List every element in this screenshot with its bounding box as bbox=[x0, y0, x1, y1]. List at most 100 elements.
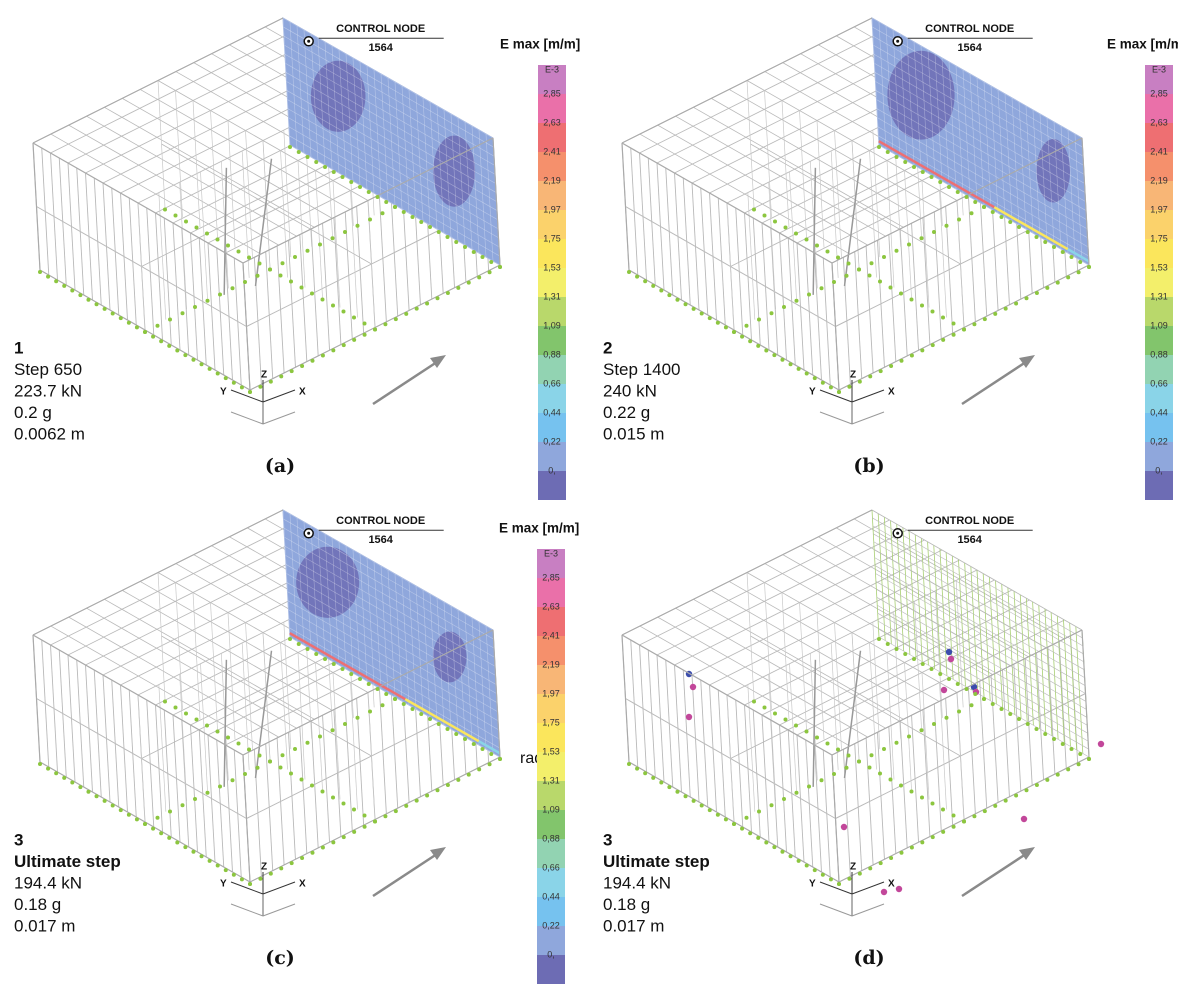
support bbox=[208, 367, 212, 371]
panel: CONTROL NODE1564ZYX3Ultimate step194.4 k… bbox=[603, 510, 1104, 969]
wire bbox=[905, 663, 912, 790]
support bbox=[982, 205, 986, 209]
support bbox=[151, 335, 155, 339]
support bbox=[983, 317, 987, 321]
support bbox=[910, 298, 914, 302]
support bbox=[858, 872, 862, 876]
legend-tick-label: 2,41 bbox=[543, 146, 561, 156]
legend-tick-label: 1,97 bbox=[542, 688, 560, 698]
support bbox=[938, 672, 942, 676]
info-line: 0.18 g bbox=[603, 895, 650, 914]
info-line: 3 bbox=[603, 830, 612, 849]
support bbox=[181, 311, 185, 315]
wire bbox=[905, 171, 912, 298]
panel: CONTROL NODE1564ZYX1Step 650223.7 kN0.2 … bbox=[14, 18, 580, 500]
info-line: Step 1400 bbox=[603, 360, 681, 379]
wire bbox=[33, 635, 243, 755]
support bbox=[1004, 307, 1008, 311]
support bbox=[1000, 215, 1004, 219]
load-arrow bbox=[373, 852, 440, 896]
support bbox=[86, 790, 90, 794]
support bbox=[184, 712, 188, 716]
support bbox=[1078, 260, 1082, 264]
info-line: 1 bbox=[14, 338, 23, 357]
support bbox=[368, 710, 372, 714]
wire bbox=[800, 603, 807, 730]
info-line: 3 bbox=[14, 830, 23, 849]
support bbox=[868, 274, 872, 278]
legend-tick-label: 0,88 bbox=[543, 349, 561, 359]
support bbox=[907, 735, 911, 739]
support bbox=[1052, 737, 1056, 741]
support bbox=[306, 741, 310, 745]
legend-tick-label: 1,75 bbox=[542, 717, 560, 727]
axis-label: Z bbox=[850, 370, 856, 381]
support bbox=[889, 364, 893, 368]
support bbox=[930, 175, 934, 179]
support bbox=[886, 642, 890, 646]
support bbox=[300, 856, 304, 860]
support bbox=[920, 304, 924, 308]
support bbox=[143, 330, 147, 334]
support bbox=[352, 808, 356, 812]
load-arrow bbox=[373, 360, 440, 404]
support bbox=[920, 728, 924, 732]
wire bbox=[800, 111, 807, 238]
support bbox=[481, 255, 485, 259]
support bbox=[667, 785, 671, 789]
support bbox=[183, 845, 187, 849]
support bbox=[857, 268, 861, 272]
legend-tick-label: 1,97 bbox=[543, 204, 561, 214]
support bbox=[782, 305, 786, 309]
support bbox=[290, 369, 294, 373]
support bbox=[70, 780, 74, 784]
support bbox=[931, 310, 935, 314]
support bbox=[306, 249, 310, 253]
wire bbox=[193, 593, 200, 720]
support bbox=[290, 861, 294, 865]
legend-tick-label: 1,31 bbox=[543, 291, 561, 301]
support bbox=[700, 312, 704, 316]
support bbox=[732, 822, 736, 826]
support bbox=[868, 866, 872, 870]
support bbox=[216, 238, 220, 242]
control-node-id: 1564 bbox=[368, 534, 393, 546]
support bbox=[627, 762, 631, 766]
info-line: 0.22 g bbox=[603, 403, 650, 422]
support bbox=[692, 307, 696, 311]
support bbox=[419, 220, 423, 224]
support bbox=[78, 785, 82, 789]
support bbox=[342, 802, 346, 806]
support bbox=[248, 390, 252, 394]
support bbox=[258, 754, 262, 758]
support bbox=[870, 753, 874, 757]
support bbox=[1066, 767, 1070, 771]
panel-label: (d) bbox=[853, 947, 884, 969]
support bbox=[488, 762, 492, 766]
support bbox=[174, 214, 178, 218]
support bbox=[356, 716, 360, 720]
support bbox=[895, 249, 899, 253]
panel-label: (a) bbox=[265, 455, 295, 477]
support bbox=[724, 817, 728, 821]
support bbox=[437, 230, 441, 234]
support bbox=[773, 712, 777, 716]
info-line: 0.18 g bbox=[14, 895, 61, 914]
support bbox=[248, 882, 252, 886]
support bbox=[183, 353, 187, 357]
wire bbox=[211, 111, 218, 238]
support bbox=[820, 778, 824, 782]
support bbox=[651, 284, 655, 288]
support bbox=[331, 796, 335, 800]
axis-label: Y bbox=[809, 879, 816, 890]
support bbox=[982, 697, 986, 701]
support bbox=[815, 736, 819, 740]
support bbox=[402, 210, 406, 214]
support bbox=[184, 220, 188, 224]
support bbox=[708, 808, 712, 812]
legend-tick-label: 0,22 bbox=[542, 920, 560, 930]
axis-y bbox=[231, 882, 263, 894]
support bbox=[882, 255, 886, 259]
support bbox=[845, 766, 849, 770]
wire bbox=[158, 81, 165, 208]
